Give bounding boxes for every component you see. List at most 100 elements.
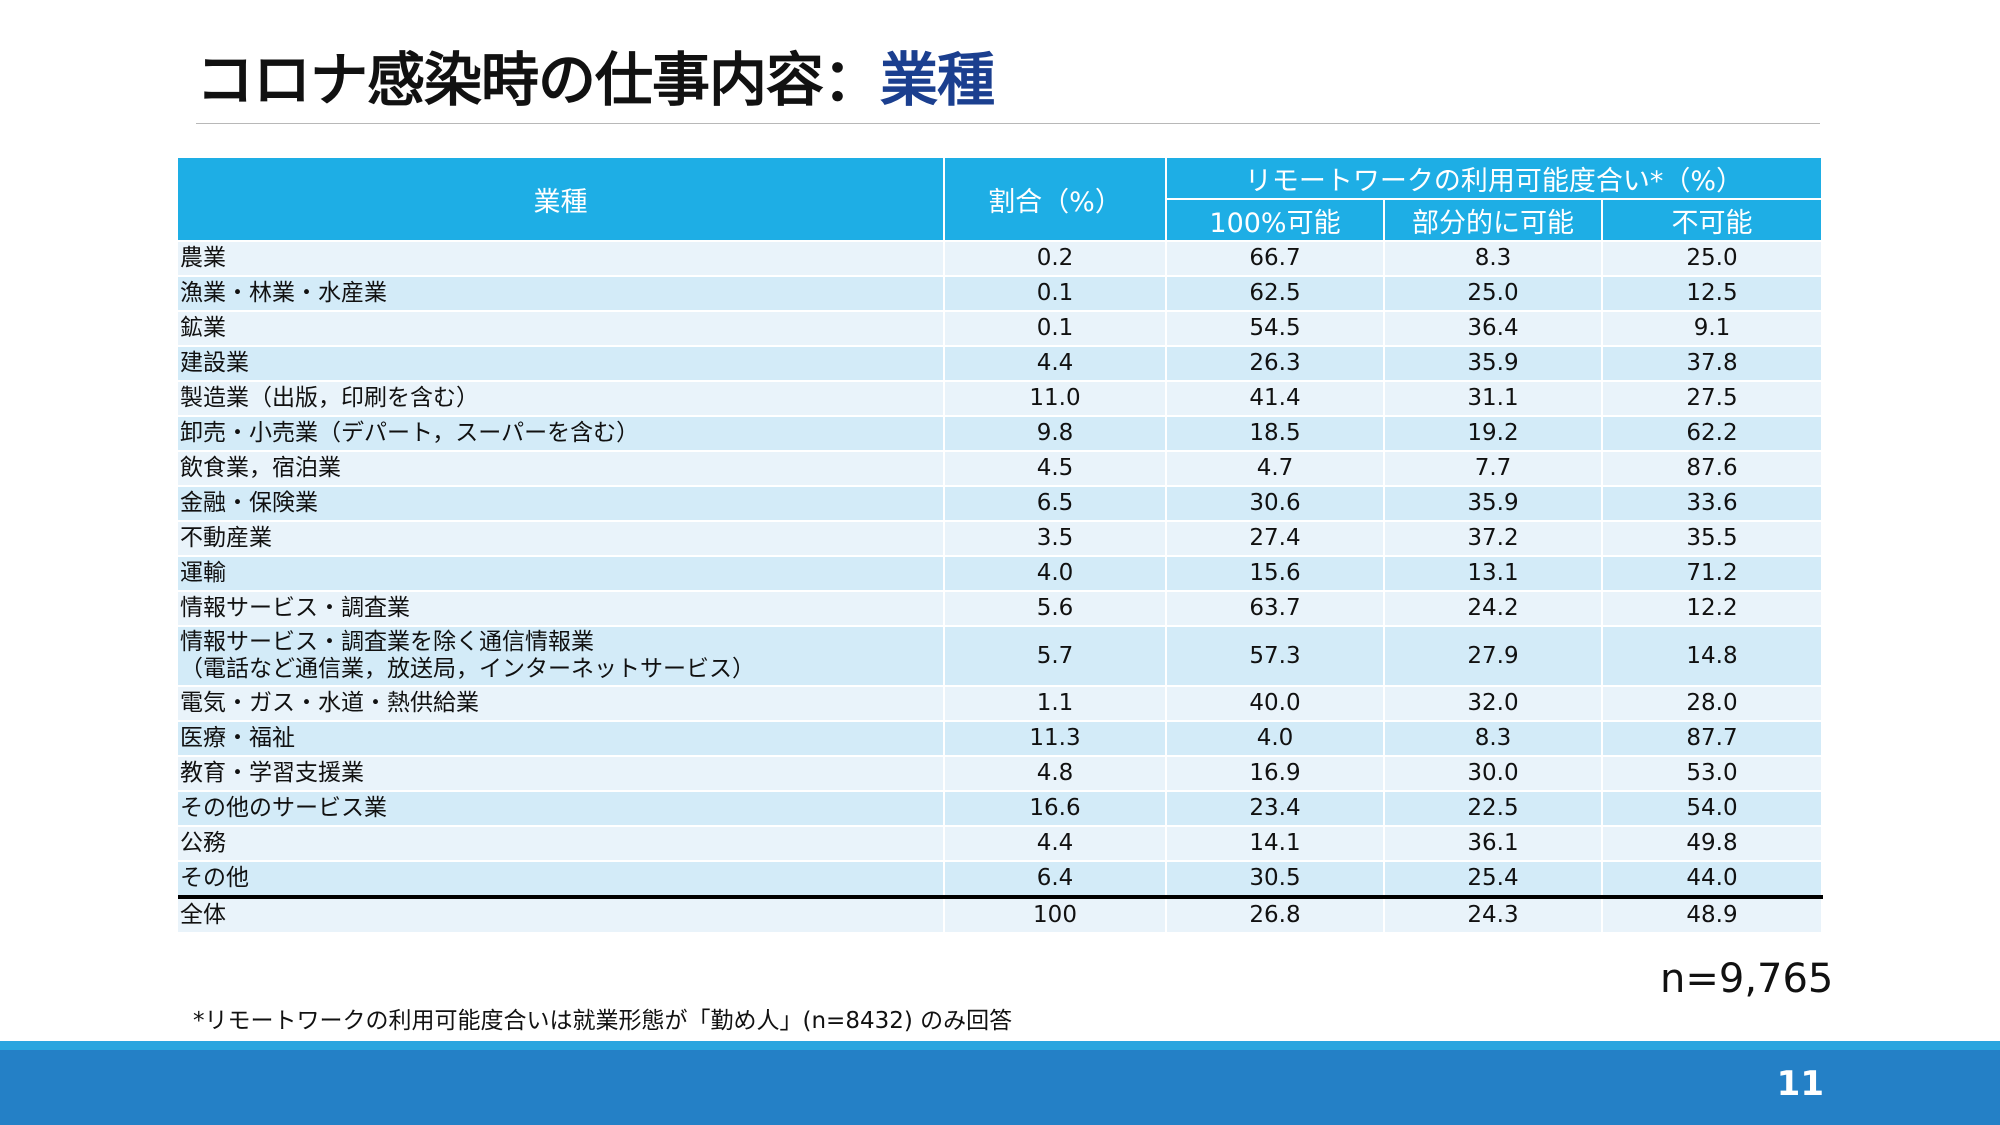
- row-partial: 24.2: [1384, 591, 1603, 627]
- header-remote-group: リモートワークの利用可能度合い*（%）: [1166, 158, 1823, 200]
- total-share: 100: [944, 895, 1167, 934]
- row-industry: 医療・福祉: [178, 721, 945, 757]
- row-partial: 35.9: [1384, 486, 1603, 522]
- row-share: 5.7: [944, 626, 1167, 687]
- industry-remote-work-table: 業種 割合（%） リモートワークの利用可能度合い*（%） 100%可能 部分的に…: [178, 158, 1823, 934]
- table-row: 情報サービス・調査業 5.6 63.7 24.2 12.2: [178, 591, 1823, 627]
- row-full: 26.3: [1166, 346, 1385, 382]
- row-partial: 36.4: [1384, 311, 1603, 347]
- row-share: 11.0: [944, 381, 1167, 417]
- table-row: 製造業（出版，印刷を含む） 11.0 41.4 31.1 27.5: [178, 381, 1823, 417]
- row-share: 0.1: [944, 276, 1167, 312]
- row-full: 4.0: [1166, 721, 1385, 757]
- total-full: 26.8: [1166, 895, 1385, 934]
- row-partial: 27.9: [1384, 626, 1603, 687]
- row-partial: 31.1: [1384, 381, 1603, 417]
- row-industry: 公務: [178, 826, 945, 862]
- row-share: 6.5: [944, 486, 1167, 522]
- row-share: 9.8: [944, 416, 1167, 452]
- row-none: 87.7: [1602, 721, 1823, 757]
- table-row: 卸売・小売業（デパート，スーパーを含む） 9.8 18.5 19.2 62.2: [178, 416, 1823, 452]
- row-industry: 卸売・小売業（デパート，スーパーを含む）: [178, 416, 945, 452]
- row-none: 12.5: [1602, 276, 1823, 312]
- table-row: 運輸 4.0 15.6 13.1 71.2: [178, 556, 1823, 592]
- table-row: 鉱業 0.1 54.5 36.4 9.1: [178, 311, 1823, 347]
- table-row: 情報サービス・調査業を除く通信情報業 （電話など通信業，放送局，インターネットサ…: [178, 626, 1823, 687]
- row-none: 35.5: [1602, 521, 1823, 557]
- row-industry: 建設業: [178, 346, 945, 382]
- row-full: 30.5: [1166, 861, 1385, 898]
- row-full: 4.7: [1166, 451, 1385, 487]
- row-industry: 情報サービス・調査業: [178, 591, 945, 627]
- table-row: 不動産業 3.5 27.4 37.2 35.5: [178, 521, 1823, 557]
- row-none: 62.2: [1602, 416, 1823, 452]
- table-row: その他 6.4 30.5 25.4 44.0: [178, 861, 1823, 898]
- row-partial: 25.4: [1384, 861, 1603, 898]
- table-row: 農業 0.2 66.7 8.3 25.0: [178, 241, 1823, 277]
- footer-bar: 11: [0, 1050, 2000, 1125]
- header-industry: 業種: [178, 158, 945, 242]
- row-industry: 不動産業: [178, 521, 945, 557]
- row-none: 14.8: [1602, 626, 1823, 687]
- row-none: 87.6: [1602, 451, 1823, 487]
- row-full: 66.7: [1166, 241, 1385, 277]
- table-row: その他のサービス業 16.6 23.4 22.5 54.0: [178, 791, 1823, 827]
- total-industry: 全体: [178, 895, 945, 934]
- row-industry: 漁業・林業・水産業: [178, 276, 945, 312]
- row-full: 63.7: [1166, 591, 1385, 627]
- total-none: 48.9: [1602, 895, 1823, 934]
- row-partial: 25.0: [1384, 276, 1603, 312]
- row-share: 4.5: [944, 451, 1167, 487]
- row-full: 27.4: [1166, 521, 1385, 557]
- row-full: 57.3: [1166, 626, 1385, 687]
- row-share: 3.5: [944, 521, 1167, 557]
- total-partial: 24.3: [1384, 895, 1603, 934]
- row-share: 4.4: [944, 826, 1167, 862]
- slide-title: コロナ感染時の仕事内容：業種: [196, 40, 995, 120]
- header-full: 100%可能: [1166, 199, 1385, 242]
- row-share: 4.0: [944, 556, 1167, 592]
- row-full: 54.5: [1166, 311, 1385, 347]
- row-none: 28.0: [1602, 686, 1823, 722]
- row-none: 12.2: [1602, 591, 1823, 627]
- row-none: 33.6: [1602, 486, 1823, 522]
- table-row: 飲食業，宿泊業 4.5 4.7 7.7 87.6: [178, 451, 1823, 487]
- row-full: 23.4: [1166, 791, 1385, 827]
- row-full: 41.4: [1166, 381, 1385, 417]
- row-partial: 19.2: [1384, 416, 1603, 452]
- row-industry: 情報サービス・調査業を除く通信情報業 （電話など通信業，放送局，インターネットサ…: [178, 626, 945, 687]
- row-industry-line1: 情報サービス・調査業を除く通信情報業: [180, 629, 594, 655]
- row-industry: 運輸: [178, 556, 945, 592]
- slide-title-accent: 業種: [880, 46, 995, 114]
- header-none: 不可能: [1602, 199, 1823, 242]
- table-row: 教育・学習支援業 4.8 16.9 30.0 53.0: [178, 756, 1823, 792]
- row-partial: 35.9: [1384, 346, 1603, 382]
- row-share: 0.2: [944, 241, 1167, 277]
- row-none: 71.2: [1602, 556, 1823, 592]
- row-share: 16.6: [944, 791, 1167, 827]
- slide-title-main: コロナ感染時の仕事内容：: [196, 46, 881, 114]
- header-partial: 部分的に可能: [1384, 199, 1603, 242]
- row-industry: その他のサービス業: [178, 791, 945, 827]
- row-none: 27.5: [1602, 381, 1823, 417]
- row-partial: 32.0: [1384, 686, 1603, 722]
- row-industry: 飲食業，宿泊業: [178, 451, 945, 487]
- row-none: 53.0: [1602, 756, 1823, 792]
- title-divider: [196, 123, 1820, 124]
- page-number: 11: [1776, 1064, 1824, 1104]
- row-share: 1.1: [944, 686, 1167, 722]
- table-row: 公務 4.4 14.1 36.1 49.8: [178, 826, 1823, 862]
- row-partial: 37.2: [1384, 521, 1603, 557]
- row-industry: 教育・学習支援業: [178, 756, 945, 792]
- row-industry: 農業: [178, 241, 945, 277]
- row-none: 9.1: [1602, 311, 1823, 347]
- row-none: 25.0: [1602, 241, 1823, 277]
- row-industry: 電気・ガス・水道・熱供給業: [178, 686, 945, 722]
- row-full: 15.6: [1166, 556, 1385, 592]
- footer-accent-stripe: [0, 1041, 2000, 1050]
- row-partial: 8.3: [1384, 721, 1603, 757]
- row-partial: 13.1: [1384, 556, 1603, 592]
- row-industry: 金融・保険業: [178, 486, 945, 522]
- row-share: 4.8: [944, 756, 1167, 792]
- footnote: *リモートワークの利用可能度合いは就業形態が「勤め人」(n=8432) のみ回答: [193, 1008, 1013, 1034]
